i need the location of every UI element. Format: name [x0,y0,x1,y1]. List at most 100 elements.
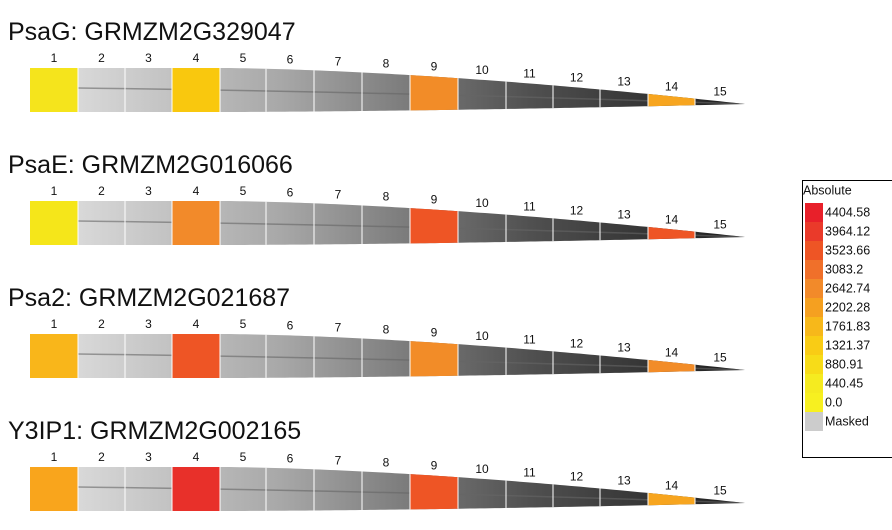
legend-swatch [805,222,823,241]
legend-swatch [805,355,823,374]
leaf-tissue [30,66,750,116]
segment-label: 5 [240,317,247,331]
segment [172,465,220,515]
panel-title: Y3IP1: GRMZM2G002165 [8,417,301,445]
segment-label: 2 [98,184,105,198]
segment-label: 6 [287,318,294,332]
legend-label: Masked [825,414,869,428]
legend-label: 2202.28 [825,300,870,314]
segment-label: 14 [665,79,679,93]
leaf [30,66,750,116]
segment-label: 7 [335,187,342,201]
segment-label: 4 [193,450,200,464]
segment [172,66,220,116]
legend-label: 2642.74 [825,281,870,295]
panel-title: PsaE: GRMZM2G016066 [8,151,293,179]
leaf-tissue [30,332,750,382]
legend-swatch [805,393,823,412]
segment-label: 8 [383,323,390,337]
segment [30,66,78,116]
segment [30,199,78,249]
segment-label: 4 [193,184,200,198]
leaf [30,199,750,249]
segment-label: 5 [240,51,247,65]
legend-swatch [805,317,823,336]
legend-label: 1761.83 [825,319,870,333]
segment-label: 15 [713,483,727,497]
segment-label: 6 [287,52,294,66]
segment-label: 7 [335,320,342,334]
segment-label: 4 [193,51,200,65]
segment-label: 2 [98,317,105,331]
segment-label: 8 [383,190,390,204]
legend-swatch [805,260,823,279]
legend-title: Absolute [803,183,852,197]
segment-label: 3 [145,184,152,198]
segment-label: 8 [383,456,390,470]
segment [172,199,220,249]
leaf-tissue [30,465,750,515]
segment-label: 5 [240,184,247,198]
segment-label: 1 [51,184,58,198]
segment-label: 1 [51,51,58,65]
legend-label: 0.0 [825,395,842,409]
segment-label: 13 [617,474,631,488]
segment-label: 6 [287,185,294,199]
segment-label: 13 [617,341,631,355]
segment-label: 9 [431,459,438,473]
segment-label: 8 [383,57,390,71]
segment-label: 2 [98,450,105,464]
segment-label: 7 [335,54,342,68]
segment-label: 12 [570,203,584,217]
segment-label: 11 [523,465,536,479]
legend-swatch [805,336,823,355]
segment [30,332,78,382]
legend-label: 880.91 [825,357,863,371]
legend-label: 1321.37 [825,338,870,352]
legend-label: 3964.12 [825,224,870,238]
segment-label: 11 [523,66,536,80]
segment-label: 10 [475,329,489,343]
segment-label: 4 [193,317,200,331]
segment-label: 14 [665,212,679,226]
segment-label: 12 [570,469,584,483]
legend-swatch [805,279,823,298]
legend: Absolute4404.583964.123523.663083.22642.… [803,181,892,458]
legend-swatch [805,298,823,317]
legend-swatch [805,241,823,260]
segment-label: 3 [145,450,152,464]
segment-label: 11 [523,199,536,213]
segment-label: 10 [475,63,489,77]
legend-label: 3083.2 [825,262,863,276]
legend-swatch [805,374,823,393]
segment-label: 14 [665,345,679,359]
segment-label: 1 [51,450,58,464]
panel-title: Psa2: GRMZM2G021687 [8,284,290,312]
segment-label: 15 [713,217,727,231]
segment-label: 6 [287,451,294,465]
segment-label: 3 [145,51,152,65]
segment-label: 9 [431,60,438,74]
segment-label: 2 [98,51,105,65]
segment-label: 12 [570,336,584,350]
panel-title: PsaG: GRMZM2G329047 [8,18,296,46]
segment [172,332,220,382]
legend-label: 4404.58 [825,205,870,219]
segment-label: 13 [617,75,631,89]
segment-label: 11 [523,332,536,346]
segment-label: 5 [240,450,247,464]
leaf-tissue [30,199,750,249]
segment-label: 9 [431,326,438,340]
segment-label: 9 [431,193,438,207]
legend-swatch [805,203,823,222]
segment-label: 3 [145,317,152,331]
segment-label: 10 [475,462,489,476]
segment-label: 15 [713,350,727,364]
segment-label: 14 [665,478,679,492]
segment-label: 10 [475,196,489,210]
segment-label: 15 [713,84,727,98]
